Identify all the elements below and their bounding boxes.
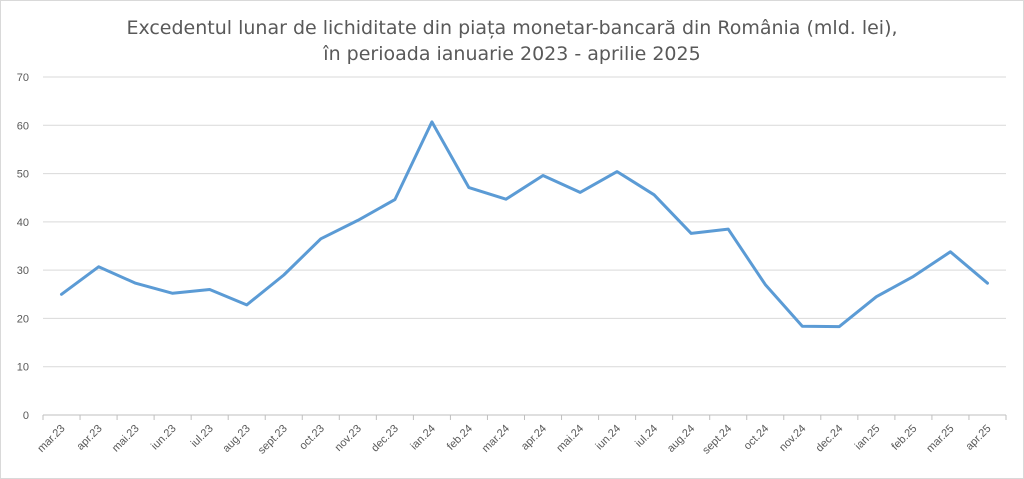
x-tick-label: aug.24: [665, 423, 697, 455]
x-tick-label: mar.23: [35, 423, 67, 455]
x-tick-label: iul.23: [189, 423, 216, 450]
x-tick-label: iul.24: [633, 423, 660, 450]
y-tick-label: 40: [17, 217, 29, 229]
x-tick-label: nov.24: [777, 423, 808, 454]
x-tick-label: mai.24: [554, 423, 586, 455]
x-tick-label: oct.23: [297, 423, 327, 453]
x-tick-label: sept.23: [256, 423, 290, 457]
y-tick-label: 70: [17, 72, 29, 84]
y-tick-label: 30: [17, 265, 29, 277]
y-tick-label: 10: [17, 362, 29, 374]
series-line: [60, 120, 989, 329]
chart-title: Excedentul lunar de lichiditate din piaț…: [1, 15, 1023, 67]
x-tick-label: apr.24: [519, 423, 549, 453]
y-tick-label: 20: [17, 313, 29, 325]
chart-title-line1: Excedentul lunar de lichiditate din piaț…: [126, 17, 898, 39]
x-tick-label: mar.24: [480, 423, 512, 455]
x-tick-label: sept.24: [700, 423, 734, 457]
y-tick-label: 0: [23, 410, 29, 422]
x-tick-label: apr.23: [75, 423, 105, 453]
x-tick-label: iun.24: [594, 423, 624, 453]
chart-title-line2: în perioada ianuarie 2023 - aprilie 2025: [323, 43, 701, 65]
x-tick-label: nov.23: [333, 423, 364, 454]
x-tick-label: feb.25: [889, 423, 919, 453]
y-tick-label: 60: [17, 120, 29, 132]
x-tick-label: mai.23: [110, 423, 142, 455]
x-tick-label: oct.24: [742, 423, 772, 453]
x-tick-label: iun.23: [149, 423, 179, 453]
x-tick-label: apr.25: [963, 423, 993, 453]
x-tick-label: ian.25: [853, 423, 883, 453]
y-tick-label: 50: [17, 169, 29, 181]
x-tick-label: aug.23: [221, 423, 253, 455]
x-tick-label: mar.25: [924, 423, 956, 455]
x-tick-label: dec.23: [369, 423, 401, 455]
x-tick-label: dec.24: [814, 423, 846, 455]
x-tick-label: feb.24: [445, 423, 475, 453]
x-tick-label: ian.24: [408, 423, 438, 453]
